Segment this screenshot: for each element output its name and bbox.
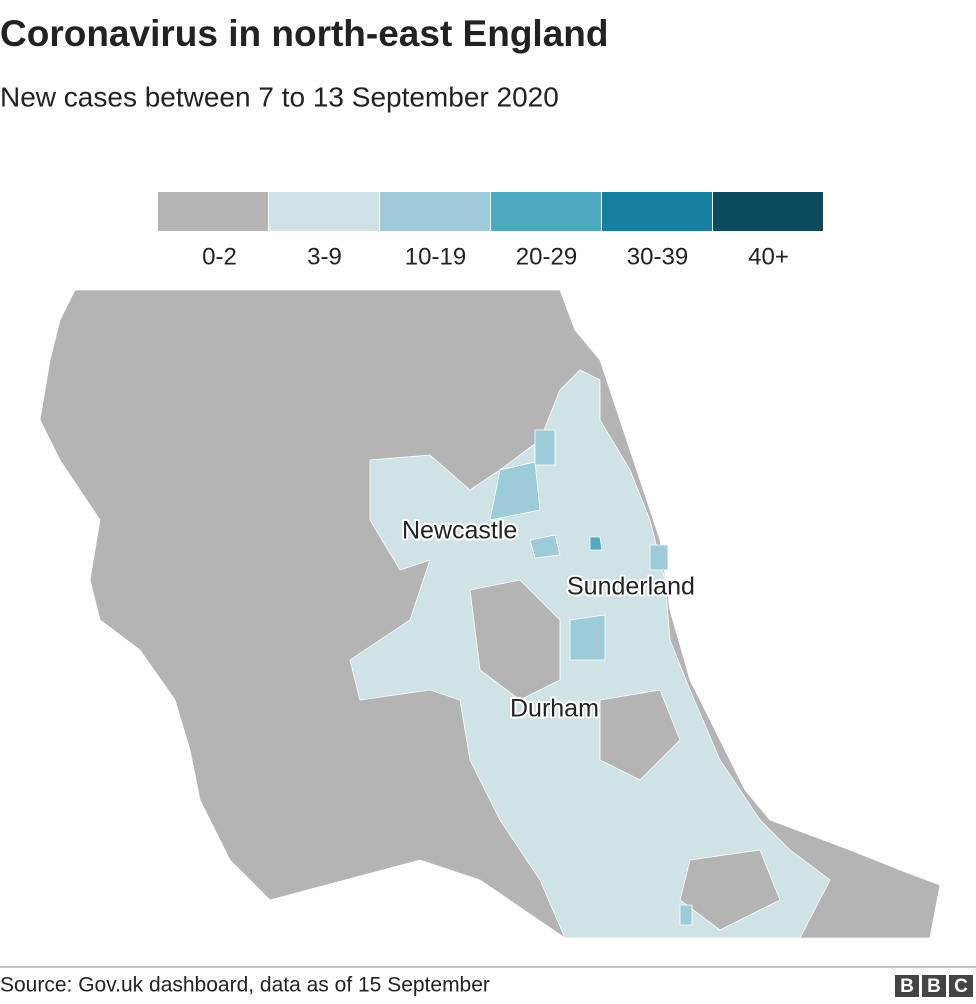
place-label: Newcastle <box>402 517 517 545</box>
region-grey-inner <box>679 849 781 931</box>
region-mid <box>529 534 561 559</box>
region-mid <box>569 614 606 661</box>
legend-label: 30-39 <box>627 243 688 270</box>
legend-label: 20-29 <box>516 243 577 270</box>
place-labels: Newcastle Sunderland Durham <box>400 515 697 725</box>
legend-swatch <box>491 192 601 231</box>
legend-label: 0-2 <box>202 243 237 270</box>
legend-swatch <box>158 192 268 231</box>
logo-box <box>949 975 973 997</box>
legend-swatch <box>713 192 823 231</box>
region-dark <box>589 536 603 551</box>
region-grey-inner <box>599 689 681 781</box>
place-label: Durham <box>510 695 599 723</box>
subtitle: New cases between 7 to 13 September 2020 <box>0 81 559 112</box>
source: Source: Gov.uk dashboard, data as of 15 … <box>0 974 490 997</box>
legend-label: 10-19 <box>405 243 466 270</box>
region-mid <box>679 904 693 926</box>
legend-swatch <box>269 192 379 231</box>
legend-swatch <box>602 192 712 231</box>
logo-letter: B <box>927 976 941 997</box>
region-mid <box>489 461 541 521</box>
logo-box <box>922 975 946 997</box>
region-grey-inner <box>469 579 561 701</box>
place-label: Sunderland <box>567 573 695 601</box>
legend-swatch <box>380 192 490 231</box>
region-mid <box>649 544 669 571</box>
title: Coronavirus in north-east England <box>0 13 609 54</box>
legend-label: 40+ <box>748 243 789 270</box>
legend-label: 3-9 <box>307 243 342 270</box>
logo-box <box>895 975 919 997</box>
legend: 0-2 3-9 10-19 20-29 30-39 40+ <box>158 192 823 270</box>
logo-letter: C <box>954 976 968 997</box>
logo-letter: B <box>900 976 914 997</box>
region-mid <box>534 429 556 466</box>
map <box>39 289 941 939</box>
